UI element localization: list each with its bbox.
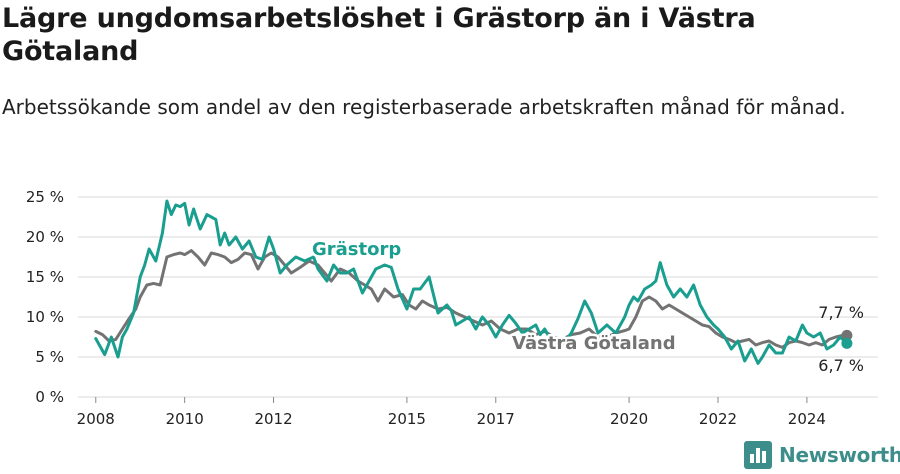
brand-name: Newsworthy xyxy=(779,443,900,467)
y-tick-label: 25 % xyxy=(26,188,64,206)
x-tick-label: 2024 xyxy=(788,410,826,428)
series-label-vastra-gotaland-halo: Västra Götaland xyxy=(512,333,676,354)
end-point-vastra-gotaland xyxy=(841,329,853,341)
x-tick-label: 2020 xyxy=(610,410,648,428)
y-tick-label: 20 % xyxy=(26,228,64,246)
y-tick-label: 0 % xyxy=(35,388,64,406)
series-label-vastra-gotaland-text: Västra Götaland xyxy=(512,333,676,354)
grid-lines xyxy=(78,196,878,398)
x-tick-label: 2012 xyxy=(254,410,292,428)
chart-title: Lägre ungdomsarbetslöshet i Grästorp än … xyxy=(2,3,756,67)
y-tick-label: 10 % xyxy=(26,308,64,326)
end-point-grastorp xyxy=(841,337,853,349)
y-tick-label: 5 % xyxy=(35,348,64,366)
bar-chart-icon xyxy=(744,441,772,469)
x-tick-label: 2017 xyxy=(477,410,515,428)
series-line-vastra-gotaland xyxy=(94,249,849,349)
series-label-grastorp-text: Grästorp xyxy=(312,239,401,260)
series-label-grastorp-halo: Grästorp xyxy=(312,239,401,260)
end-label-grastorp: 6,7 % xyxy=(818,356,864,375)
x-tick-label: 2010 xyxy=(166,410,204,428)
x-tick-label: 2008 xyxy=(77,410,115,428)
chart-subtitle: Arbetssökande som andel av den registerb… xyxy=(2,95,846,119)
end-label-vastra-gotaland: 7,7 % xyxy=(818,303,864,322)
x-tick-label: 2022 xyxy=(699,410,737,428)
newsworthy-logo: Newsworthy xyxy=(744,440,900,470)
y-axis-ticks: 0 % 5 % 10 % 15 % 20 % 25 % xyxy=(26,188,64,406)
x-axis-ticks: 2008 2010 2012 2015 2017 2020 2022 2024 xyxy=(77,397,826,428)
y-tick-label: 15 % xyxy=(26,268,64,286)
x-tick-label: 2015 xyxy=(388,410,426,428)
series-lines xyxy=(94,199,853,365)
series-line-grastorp xyxy=(94,199,849,365)
